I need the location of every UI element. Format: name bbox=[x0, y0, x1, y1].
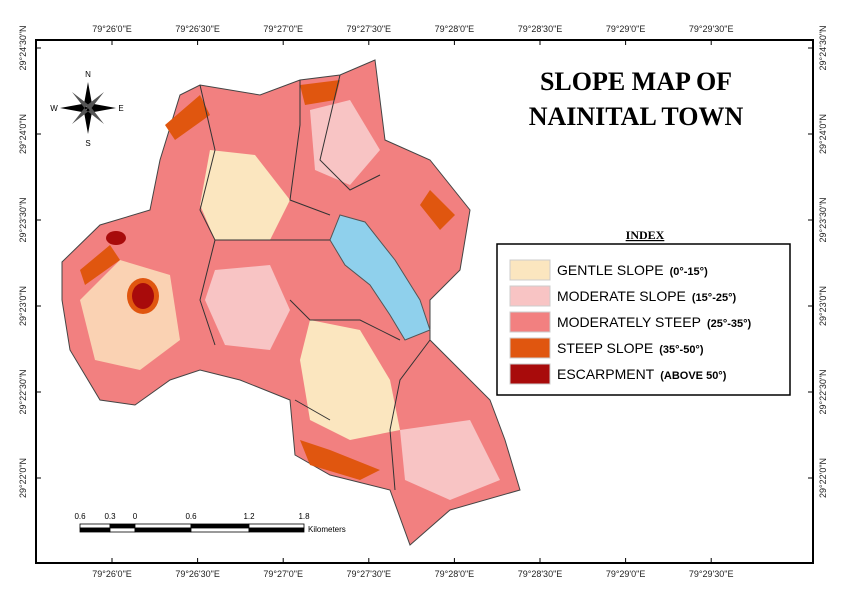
scale-label: 0.6 bbox=[74, 512, 86, 521]
scale-segment bbox=[109, 527, 136, 533]
latitude-label: 29°24'0"N bbox=[818, 114, 828, 154]
legend-entry: STEEP SLOPE (35°-50°) bbox=[557, 340, 704, 356]
longitude-label: 79°27'0"E bbox=[263, 569, 303, 579]
legend-range: (0°-15°) bbox=[670, 266, 708, 278]
scale-segment bbox=[79, 523, 111, 529]
title-line: SLOPE MAP OF bbox=[540, 67, 732, 96]
latitude-label: 29°24'0"N bbox=[18, 114, 28, 154]
legend-label: MODERATE SLOPE bbox=[557, 288, 686, 304]
longitude-label: 79°28'30"E bbox=[518, 24, 563, 34]
longitude-label: 79°28'0"E bbox=[435, 569, 475, 579]
scale-label: 1.8 bbox=[298, 512, 310, 521]
longitude-label: 79°26'30"E bbox=[175, 24, 220, 34]
latitude-label: 29°24'30"N bbox=[18, 25, 28, 70]
longitude-label: 79°27'30"E bbox=[347, 569, 392, 579]
legend-swatch bbox=[509, 259, 551, 281]
latitude-label: 29°22'0"N bbox=[818, 458, 828, 498]
legend-entry: ESCARPMENT (ABOVE 50°) bbox=[557, 366, 727, 382]
escarpment-zone bbox=[106, 231, 126, 245]
moderate-zone bbox=[205, 265, 290, 350]
town-boundary bbox=[61, 59, 521, 546]
gentle-zone bbox=[200, 150, 290, 240]
title-line: NAINITAL TOWN bbox=[529, 102, 744, 131]
scale-segment bbox=[109, 523, 136, 529]
moderate-zone bbox=[400, 420, 500, 500]
legend-swatch bbox=[509, 285, 551, 307]
moderate-zone bbox=[310, 100, 380, 185]
latitude-label: 29°23'30"N bbox=[818, 197, 828, 242]
legend-swatch bbox=[509, 337, 551, 359]
compass-south: S bbox=[85, 139, 90, 148]
scale-segment bbox=[134, 527, 192, 533]
latitude-label: 29°24'30"N bbox=[818, 25, 828, 70]
scale-segment bbox=[134, 523, 192, 529]
legend-entry: MODERATELY STEEP (25°-35°) bbox=[557, 314, 752, 330]
scale-bar: 0.6 0.3 0 0.6 1.2 1.8 bbox=[74, 512, 310, 533]
longitude-label: 79°29'0"E bbox=[606, 24, 646, 34]
legend-range: (ABOVE 50°) bbox=[660, 370, 726, 382]
latitude-label: 29°23'0"N bbox=[818, 286, 828, 326]
latitude-label: 29°23'30"N bbox=[18, 197, 28, 242]
scale-segment bbox=[79, 527, 111, 533]
longitude-label: 79°26'30"E bbox=[175, 569, 220, 579]
legend-title: INDEX bbox=[626, 228, 665, 242]
latitude-label: 29°22'30"N bbox=[18, 369, 28, 414]
longitude-label: 79°29'30"E bbox=[689, 24, 734, 34]
scale-unit: Kilometers bbox=[308, 525, 346, 534]
legend-label: STEEP SLOPE bbox=[557, 340, 653, 356]
longitude-label: 79°27'0"E bbox=[263, 24, 303, 34]
legend-swatch bbox=[509, 311, 551, 333]
gentle-zone bbox=[300, 320, 400, 440]
legend-range: (25°-35°) bbox=[707, 318, 752, 330]
scale-segment bbox=[248, 527, 305, 533]
longitude-label: 79°28'0"E bbox=[435, 24, 475, 34]
ward-boundaries bbox=[199, 74, 431, 491]
town-area bbox=[61, 59, 521, 546]
longitude-label: 79°29'30"E bbox=[689, 569, 734, 579]
scale-label: 0.3 bbox=[104, 512, 116, 521]
lake bbox=[329, 214, 431, 341]
scale-segment bbox=[190, 527, 250, 533]
legend-entry: MODERATE SLOPE (15°-25°) bbox=[557, 288, 736, 304]
scale-label: 0.6 bbox=[185, 512, 197, 521]
legend-label: GENTLE SLOPE bbox=[557, 262, 664, 278]
longitude-label: 79°28'30"E bbox=[518, 569, 563, 579]
north-arrow: N S W E bbox=[50, 70, 123, 148]
latitude-label: 29°22'0"N bbox=[18, 458, 28, 498]
longitude-label: 79°27'30"E bbox=[347, 24, 392, 34]
legend-entry: GENTLE SLOPE (0°-15°) bbox=[557, 262, 708, 278]
escarpment-zone bbox=[132, 283, 154, 309]
legend-range: (15°-25°) bbox=[692, 292, 737, 304]
latitude-label: 29°22'30"N bbox=[818, 369, 828, 414]
legend: GENTLE SLOPE (0°-15°) MODERATE SLOPE (15°-2… bbox=[509, 259, 752, 385]
scale-label: 0 bbox=[133, 512, 138, 521]
scale-label: 1.2 bbox=[243, 512, 255, 521]
compass-rose bbox=[72, 92, 104, 124]
legend-label: ESCARPMENT bbox=[557, 366, 655, 382]
legend-label: MODERATELY STEEP bbox=[557, 314, 701, 330]
scale-segment bbox=[190, 523, 250, 529]
graticule-ticks: 79°26'0"E 79°26'0"E 79°26'30"E 79°26'30"E 79… bbox=[18, 24, 828, 579]
scale-segment bbox=[248, 523, 305, 529]
latitude-label: 29°23'0"N bbox=[18, 286, 28, 326]
longitude-label: 79°29'0"E bbox=[606, 569, 646, 579]
legend-range: (35°-50°) bbox=[659, 344, 704, 356]
longitude-label: 79°26'0"E bbox=[92, 569, 132, 579]
compass-west: W bbox=[50, 104, 58, 113]
compass-east: E bbox=[118, 104, 123, 113]
legend-swatch bbox=[509, 363, 551, 385]
compass-north: N bbox=[85, 70, 91, 79]
longitude-label: 79°26'0"E bbox=[92, 24, 132, 34]
